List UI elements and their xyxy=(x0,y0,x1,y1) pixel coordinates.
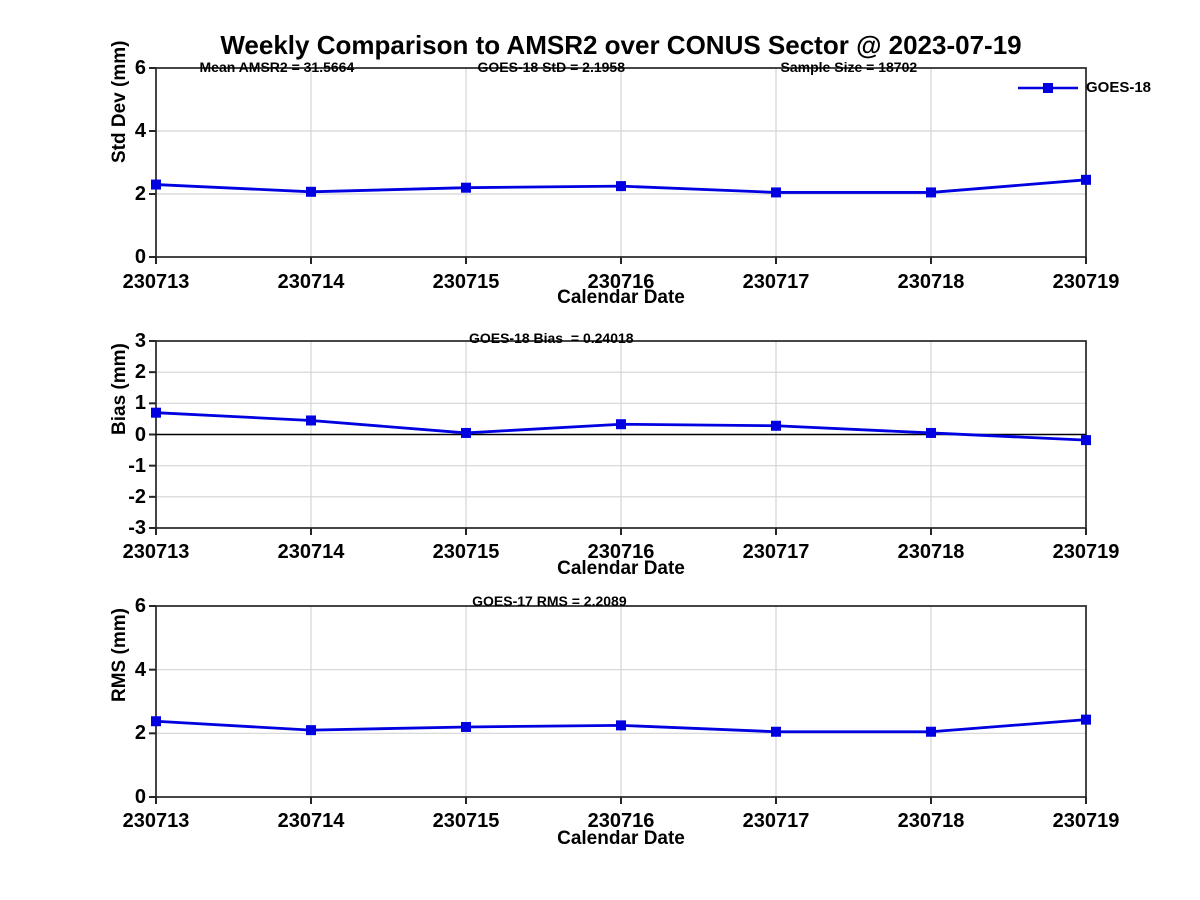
data-point-marker xyxy=(771,420,781,431)
data-point-marker xyxy=(306,415,316,426)
data-point-marker xyxy=(616,419,626,430)
data-point-marker xyxy=(306,186,316,197)
y-tick-label: 1 xyxy=(134,392,146,415)
legend-label: GOES-18 xyxy=(1086,79,1152,96)
x-tick-label: 230719 xyxy=(1052,810,1120,832)
y-tick-label: 0 xyxy=(134,246,146,268)
data-point-marker xyxy=(771,726,781,737)
x-tick-label: 230718 xyxy=(897,810,965,832)
data-point-marker xyxy=(151,179,161,190)
plot-annotation: GOES-17 RMS = 2.2089 xyxy=(472,593,627,609)
x-tick-label: 230718 xyxy=(897,271,965,293)
x-axis-label: Calendar Date xyxy=(557,828,685,849)
x-tick-label: 230714 xyxy=(277,810,345,832)
x-tick-label: 230719 xyxy=(1052,271,1120,293)
data-point-marker xyxy=(461,182,471,193)
x-tick-label: 230719 xyxy=(1052,541,1120,563)
y-tick-label: 3 xyxy=(134,330,146,352)
y-tick-label: 6 xyxy=(134,595,146,617)
y-tick-label: -3 xyxy=(128,517,146,539)
plot-annotation: GOES-18 StD = 2.1958 xyxy=(477,59,625,75)
data-point-marker xyxy=(1081,174,1091,185)
data-point-marker xyxy=(461,721,471,732)
data-point-marker xyxy=(616,720,626,731)
data-point-marker xyxy=(926,726,936,737)
y-tick-label: 0 xyxy=(134,786,146,808)
x-tick-label: 230713 xyxy=(122,541,190,563)
plot-annotation: Mean AMSR2 = 31.5664 xyxy=(199,59,355,75)
data-point-marker xyxy=(926,187,936,198)
y-tick-label: 2 xyxy=(134,183,146,205)
y-tick-label: 2 xyxy=(134,361,146,384)
x-tick-label: 230718 xyxy=(897,541,965,563)
figure-title: Weekly Comparison to AMSR2 over CONUS Se… xyxy=(220,30,1022,60)
data-point-marker xyxy=(151,716,161,727)
data-point-marker xyxy=(1081,435,1091,446)
x-tick-label: 230717 xyxy=(742,271,810,293)
x-tick-label: 230717 xyxy=(742,541,810,563)
x-tick-label: 230716 xyxy=(587,810,655,832)
x-tick-label: 230715 xyxy=(432,810,500,832)
y-tick-label: 4 xyxy=(134,120,146,142)
x-axis-label: Calendar Date xyxy=(557,558,685,579)
x-axis-label: Calendar Date xyxy=(557,287,685,308)
x-tick-label: 230713 xyxy=(122,271,190,293)
x-tick-label: 230716 xyxy=(587,271,655,293)
data-point-marker xyxy=(151,407,161,418)
x-tick-label: 230716 xyxy=(587,541,655,563)
x-tick-label: 230714 xyxy=(277,541,345,563)
y-tick-label: 4 xyxy=(134,658,146,681)
data-point-marker xyxy=(1081,714,1091,725)
data-point-marker xyxy=(306,725,316,736)
plot-annotation: Sample Size = 18702 xyxy=(780,59,918,75)
y-tick-label: 0 xyxy=(134,423,146,446)
legend-line-icon xyxy=(1018,83,1078,93)
y-tick-label: -2 xyxy=(128,485,146,508)
x-tick-label: 230715 xyxy=(432,271,500,293)
x-tick-label: 230713 xyxy=(122,810,190,832)
y-tick-label: -1 xyxy=(128,454,146,477)
data-point-marker xyxy=(616,181,626,192)
x-tick-label: 230714 xyxy=(277,271,345,293)
x-tick-label: 230717 xyxy=(742,810,810,832)
x-tick-label: 230715 xyxy=(432,541,500,563)
y-tick-label: 2 xyxy=(134,722,146,745)
y-tick-label: 6 xyxy=(134,57,146,79)
plot-annotation: GOES-18 Bias = 0.24018 xyxy=(468,330,634,346)
legend: GOES-18 xyxy=(1017,77,1151,99)
data-point-marker xyxy=(461,427,471,438)
data-point-marker xyxy=(926,427,936,438)
data-point-marker xyxy=(771,187,781,198)
